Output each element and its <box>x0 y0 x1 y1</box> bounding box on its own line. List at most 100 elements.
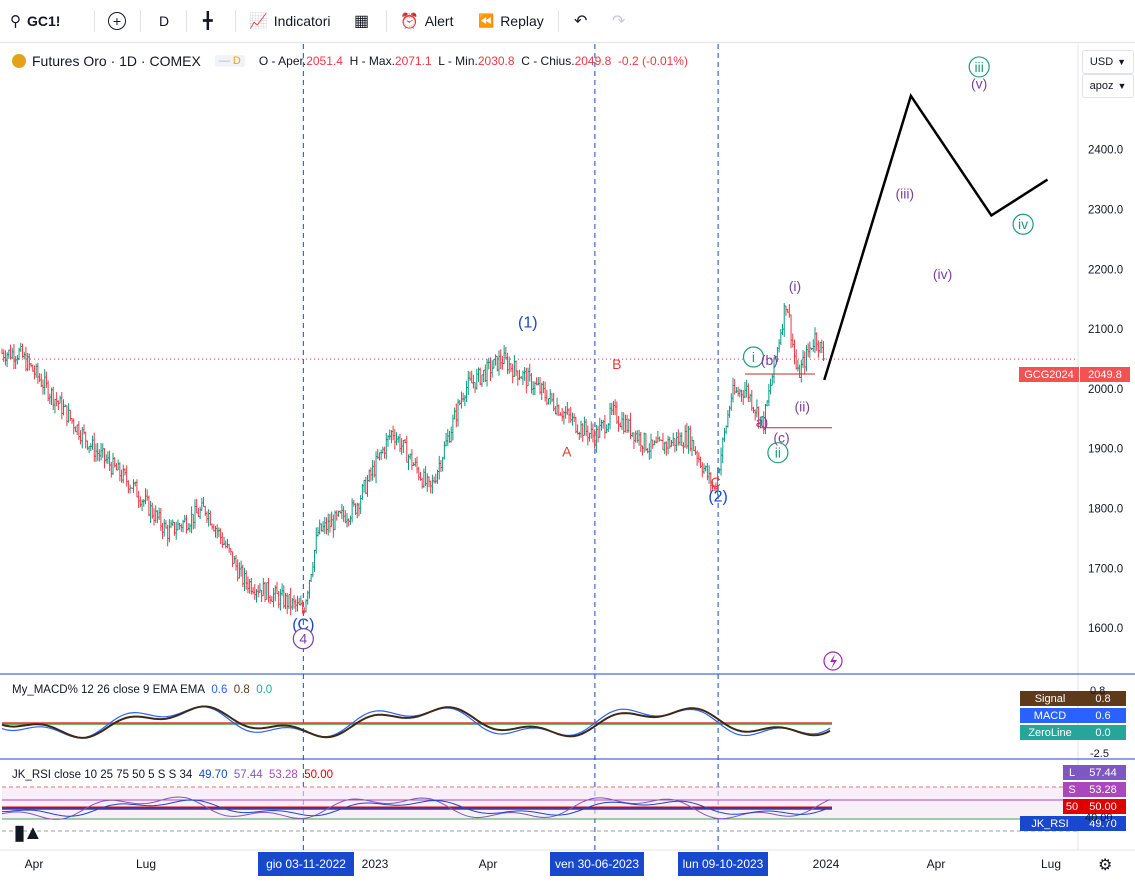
wave-label: C <box>711 474 721 490</box>
wave-label: (C) <box>292 616 314 633</box>
chart-title: Futures Oro · 1D · COMEX <box>32 53 201 69</box>
wave-label-circle <box>292 628 314 650</box>
chart-type-button[interactable]: ╋ <box>203 0 213 42</box>
projection-path <box>745 92 1049 429</box>
scale-mode-selector[interactable]: apoz ▼ <box>1082 74 1134 98</box>
crosshair-date-label: lun 09-10-2023 <box>678 852 768 876</box>
wave-label: (i) <box>789 278 801 294</box>
wave-label-circle <box>742 346 765 368</box>
wave-label: (iii) <box>895 186 914 202</box>
candlesticks <box>1 303 826 616</box>
rsi-band <box>2 787 1078 819</box>
alert-button[interactable]: ⏰ Alert <box>400 0 453 42</box>
signal-line <box>1 705 831 739</box>
last-price-tag: 2049.8 <box>1080 367 1130 382</box>
redo-icon: ↷ <box>612 13 626 30</box>
wave-label: a) <box>756 414 768 430</box>
wave-label-circle <box>1012 213 1034 235</box>
indicator-value-tag: 53.28 <box>1080 782 1126 797</box>
macd-legend: My_MACD% 12 26 close 9 EMA EMA 0.6 0.8 0… <box>12 684 273 696</box>
divider <box>186 10 187 32</box>
indicator-value-tag: 50.00 <box>1080 799 1126 814</box>
divider <box>558 10 559 32</box>
macd-axis-top: 0.8 <box>1090 685 1106 697</box>
y-tick-label: 2000.0 <box>1088 384 1123 396</box>
wave-label: (b) <box>761 352 778 368</box>
wave-label: 4 <box>299 631 307 647</box>
x-tick-label: Lug <box>135 857 157 871</box>
indicator-label-tag: ZeroLine <box>1020 725 1080 740</box>
rsi-smoothed-line <box>1 799 831 817</box>
symbol-search[interactable]: ⚲ GC1! <box>10 0 60 42</box>
wave-label: iv <box>1018 216 1028 232</box>
gold-logo-icon <box>12 54 26 68</box>
rsi-legend: JK_RSI close 10 25 75 50 5 S S 34 49.70 … <box>12 769 333 781</box>
redo-button[interactable]: ↷ <box>612 0 625 42</box>
y-tick-label: 2400.0 <box>1088 145 1123 157</box>
indicator-value-tag: 0.8 <box>1080 691 1126 706</box>
undo-icon: ↶ <box>574 13 588 30</box>
currency-selector[interactable]: USD ▼ <box>1082 50 1134 74</box>
lightning-icon-bolt <box>830 654 837 669</box>
wave-label-circle <box>767 442 789 464</box>
y-tick-label: 1600.0 <box>1088 623 1123 635</box>
rewind-icon: ⏪ <box>478 13 495 28</box>
indicator-value-tag: 0.0 <box>1080 725 1126 740</box>
indicator-value-tag: 57.44 <box>1080 765 1126 780</box>
chart-grid <box>0 44 1135 851</box>
interval-button[interactable]: D <box>159 0 169 42</box>
top-toolbar: ⚲ GC1! + D ╋ 📈 Indicatori ▦ ⏰ Alert ⏪ Re… <box>0 0 1135 43</box>
y-tick-label: 2200.0 <box>1088 264 1123 276</box>
projection-line <box>823 92 1049 381</box>
indicator-label-tag: L <box>1063 765 1081 780</box>
macd-axis-bottom: -2.5 <box>1090 748 1109 760</box>
indicator-label-tag: MACD <box>1020 708 1080 723</box>
price-axis: 1600.0 1700.0 1800.0 1900.0 2000.0 2100.0 2200… <box>1088 85 1123 635</box>
wave-label: (v) <box>971 76 987 92</box>
y-tick-label: 2100.0 <box>1088 324 1123 336</box>
symbol-label: GC1! <box>27 13 61 29</box>
wave-label: (c) <box>773 430 789 446</box>
alarm-clock-icon: ⏰ <box>400 13 419 30</box>
candle-icon: ╋ <box>203 13 213 30</box>
compare-button[interactable]: + <box>108 0 126 42</box>
rsi-axis-bottom: 40.00 <box>1085 812 1113 824</box>
replay-label: Replay <box>500 13 544 29</box>
layouts-button[interactable]: ▦ <box>354 0 369 42</box>
divider <box>235 10 236 32</box>
divider <box>94 10 95 32</box>
plus-circle-icon: + <box>108 12 126 30</box>
interval-label: D <box>159 13 170 29</box>
x-tick-label: Apr <box>24 857 44 871</box>
search-icon: ⚲ <box>10 13 21 30</box>
y-tick-label: 1700.0 <box>1088 563 1123 575</box>
main-legend: Futures Oro · 1D · COMEX — D O - Aper.20… <box>12 53 688 69</box>
x-tick-label: 2024 <box>812 857 840 871</box>
chevron-down-icon: ▼ <box>1117 57 1127 67</box>
wave-label: (ii) <box>795 399 811 415</box>
grid-icon: ▦ <box>354 13 370 30</box>
undo-button[interactable]: ↶ <box>574 0 587 42</box>
gear-icon[interactable]: ⚙ <box>1098 857 1113 874</box>
indicator-value-tag: 0.6 <box>1080 708 1126 723</box>
wave-label: i <box>752 349 755 365</box>
replay-button[interactable]: ⏪ Replay <box>478 0 544 42</box>
y-tick-label: 1900.0 <box>1088 444 1123 456</box>
indicator-value-tag: 49.70 <box>1080 816 1126 831</box>
wave-label-circle <box>968 56 990 78</box>
wave-label: ii <box>775 445 781 461</box>
macd-pane <box>1 705 832 739</box>
y-tick-label: 2300.0 <box>1088 204 1123 216</box>
wave-label: iii <box>975 59 984 75</box>
tradingview-logo: ▮▲ <box>14 822 43 844</box>
chevron-down-icon: ▼ <box>1117 81 1127 91</box>
crosshair-date-label: gio 03-11-2022 <box>258 852 354 876</box>
x-tick-label: 2023 <box>361 857 389 871</box>
macd-line <box>1 706 831 739</box>
x-tick-label: Apr <box>478 857 498 871</box>
indicators-button[interactable]: 📈 Indicatori <box>249 0 331 42</box>
indicators-label: Indicatori <box>273 13 331 29</box>
wave-label: B <box>612 356 621 372</box>
indicator-label-tag: Signal <box>1020 691 1080 706</box>
